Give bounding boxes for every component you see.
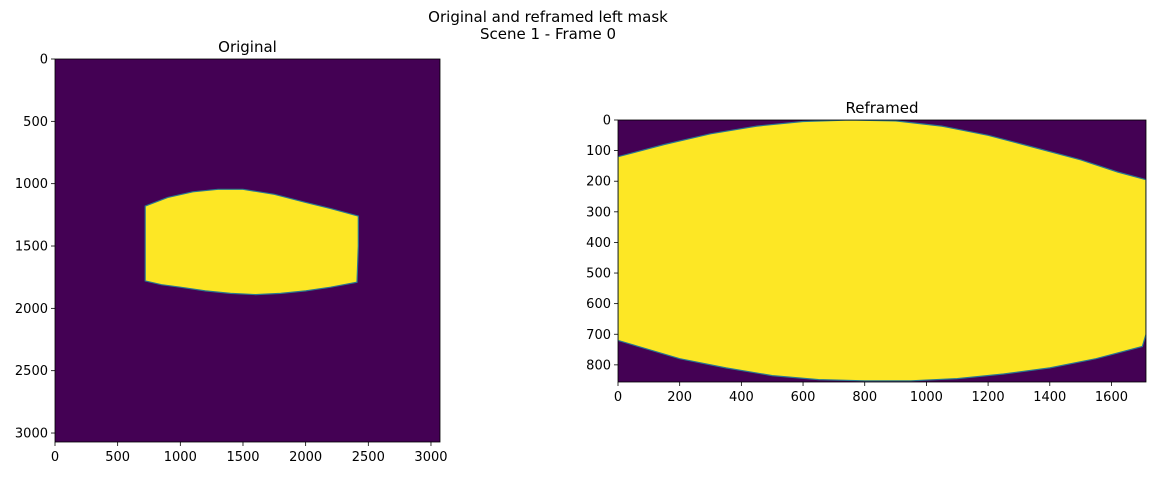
original-y-tick-label: 0: [40, 53, 48, 68]
reframed-y-tick-label: 100: [586, 144, 611, 159]
original-x-tick-label: 3000: [414, 450, 447, 465]
original-x-tick-label: 2000: [289, 450, 322, 465]
figure-title-line1: Original and reframed left mask: [428, 8, 668, 26]
reframed-y-tick-label: 700: [586, 328, 611, 343]
original-axes-frame: [54, 58, 441, 443]
original-y-tick-label: 500: [23, 115, 48, 130]
original-x-tick-label: 2500: [352, 450, 385, 465]
reframed-x-tick-label: 1200: [972, 390, 1005, 405]
reframed-x-tick-label: 200: [667, 390, 692, 405]
original-y-tick-label: 2500: [15, 364, 48, 379]
figure-title-line2: Scene 1 - Frame 0: [480, 25, 616, 43]
reframed-x-tick-label: 1400: [1033, 390, 1066, 405]
reframed-x-tick-label: 1000: [910, 390, 943, 405]
original-x-tick-label: 500: [105, 450, 130, 465]
reframed-y-tick-label: 500: [586, 267, 611, 282]
original-y-tick-label: 2000: [15, 302, 48, 317]
reframed-x-tick-label: 1600: [1095, 390, 1128, 405]
reframed-axes-frame: [617, 119, 1147, 383]
reframed-x-tick-label: 800: [852, 390, 877, 405]
original-x-tick-label: 1000: [164, 450, 197, 465]
reframed-title: Reframed: [846, 99, 919, 117]
reframed-y-tick-label: 0: [603, 114, 611, 129]
reframed-mask-chart: Reframed 0 200 400 600 800 1000 1200 1400 1600 0 10…: [586, 99, 1147, 405]
reframed-y-tick-label: 300: [586, 205, 611, 220]
original-y-tick-label: 1500: [15, 240, 48, 255]
reframed-y-tick-label: 400: [586, 236, 611, 251]
original-title: Original: [218, 38, 277, 56]
reframed-x-tick-label: 600: [791, 390, 816, 405]
reframed-x-tick-label: 400: [729, 390, 754, 405]
reframed-y-tick-label: 800: [586, 358, 611, 373]
reframed-x-tick-label: 0: [614, 390, 622, 405]
original-y-tick-label: 1000: [15, 177, 48, 192]
original-mask-region: [144, 188, 359, 296]
original-y-tick-label: 3000: [15, 427, 48, 442]
reframed-y-tick-label: 600: [586, 297, 611, 312]
original-x-tick-label: 1500: [226, 450, 259, 465]
reframed-mask-region: [618, 120, 1146, 382]
original-x-tick-label: 0: [51, 450, 59, 465]
reframed-y-tick-label: 200: [586, 175, 611, 190]
